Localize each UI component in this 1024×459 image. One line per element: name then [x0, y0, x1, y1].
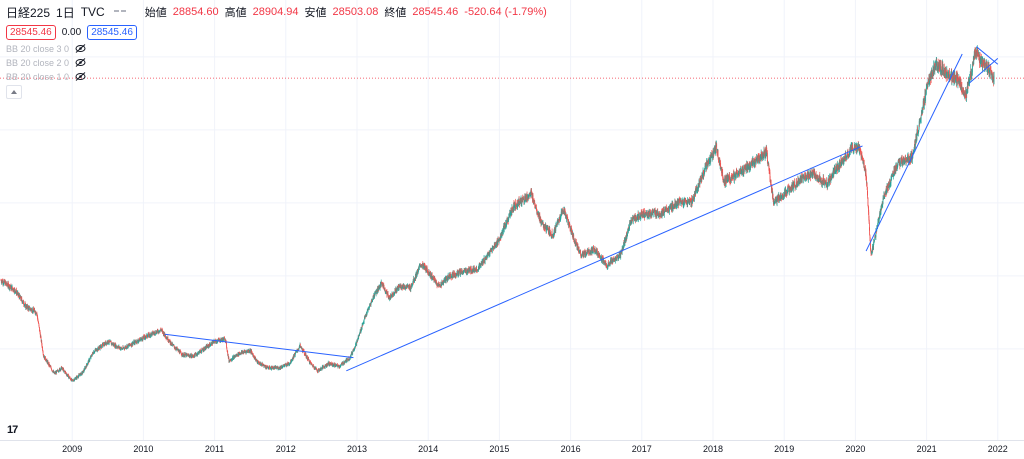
candle-body [573, 235, 574, 240]
candle-body [90, 358, 91, 360]
candle-body [226, 348, 227, 350]
candle-body [82, 373, 83, 374]
candle-body [29, 307, 30, 310]
candle-body [170, 340, 171, 341]
candle-body [698, 187, 699, 188]
candle-body [295, 354, 296, 356]
candle-body [364, 319, 365, 322]
candle-body [349, 360, 350, 361]
candle-body [490, 252, 491, 254]
candle-body [45, 357, 46, 360]
candle-body [174, 345, 175, 346]
candle-body [502, 233, 503, 236]
candle-body [39, 324, 40, 326]
candle-body [15, 289, 16, 291]
candle-body [445, 281, 446, 282]
candle-body [39, 325, 40, 327]
candle-body [142, 338, 143, 339]
candle-body [478, 266, 479, 270]
